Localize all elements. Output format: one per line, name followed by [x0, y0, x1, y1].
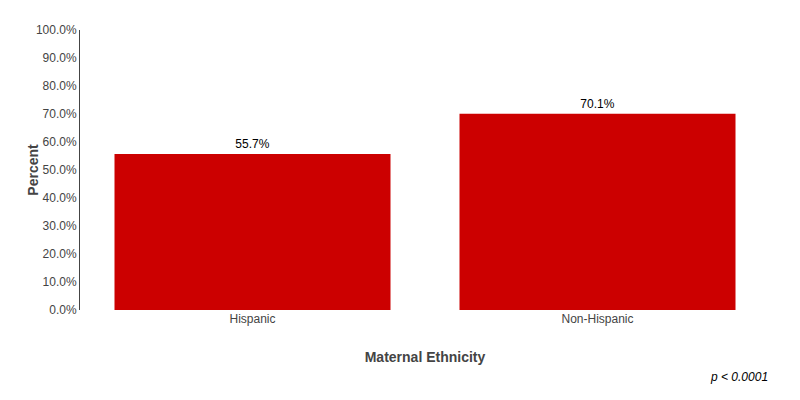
svg-text:100.0%: 100.0% [36, 23, 77, 37]
svg-text:80.0%: 80.0% [43, 79, 77, 93]
svg-text:70.1%: 70.1% [580, 97, 614, 111]
svg-text:30.0%: 30.0% [43, 219, 77, 233]
svg-text:70.0%: 70.0% [43, 107, 77, 121]
svg-text:40.0%: 40.0% [43, 191, 77, 205]
svg-text:0.0%: 0.0% [49, 303, 77, 317]
svg-text:Percent: Percent [25, 144, 41, 196]
svg-text:50.0%: 50.0% [43, 163, 77, 177]
svg-text:Maternal Ethnicity: Maternal Ethnicity [365, 349, 486, 365]
svg-text:Non-Hispanic: Non-Hispanic [561, 312, 633, 326]
svg-text:Hispanic: Hispanic [229, 312, 275, 326]
svg-text:90.0%: 90.0% [43, 51, 77, 65]
svg-text:60.0%: 60.0% [43, 135, 77, 149]
svg-text:p < 0.0001: p < 0.0001 [710, 370, 768, 384]
svg-text:10.0%: 10.0% [43, 275, 77, 289]
svg-text:55.7%: 55.7% [235, 137, 269, 151]
svg-text:20.0%: 20.0% [43, 247, 77, 261]
